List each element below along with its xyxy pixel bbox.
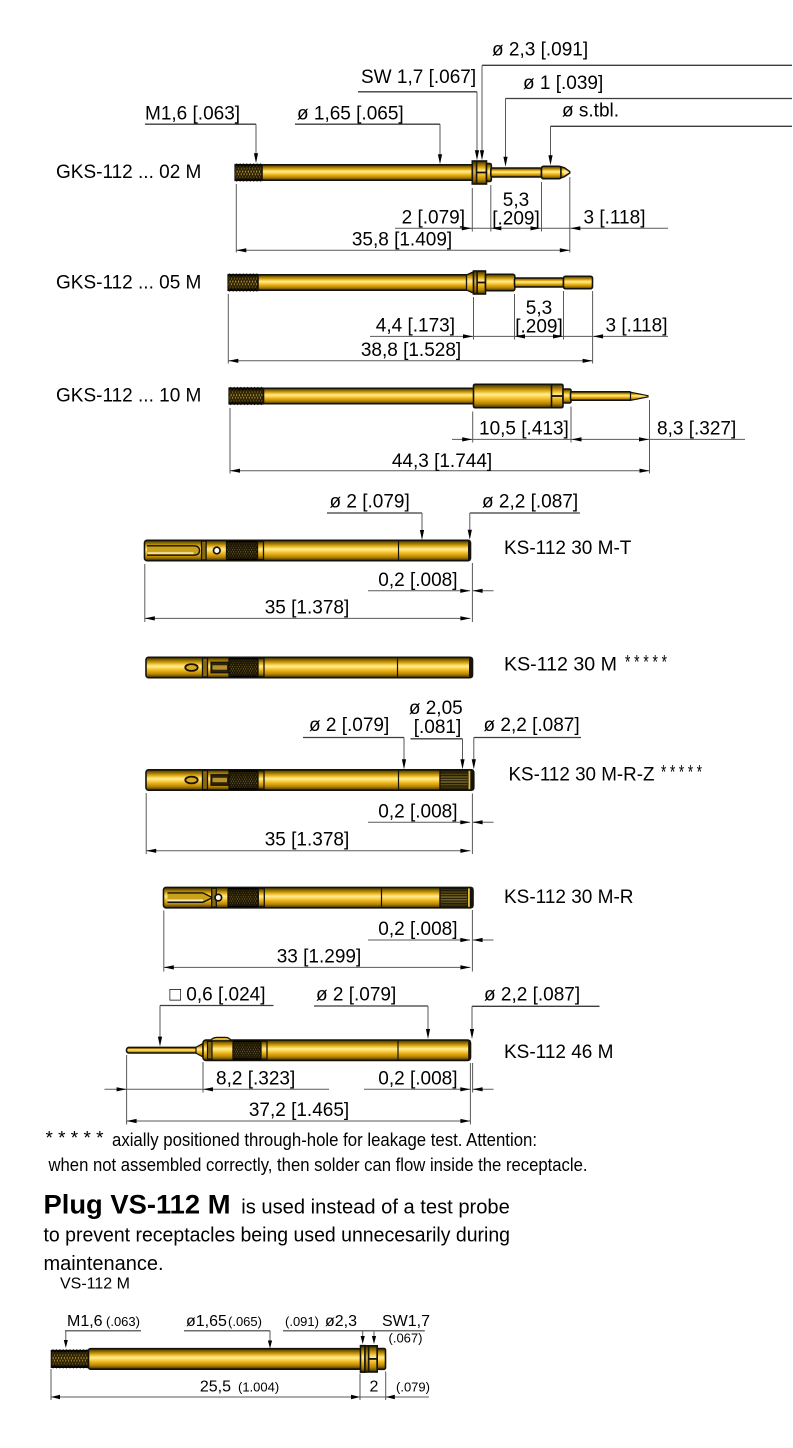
svg-text:5,3: 5,3 [526,298,552,319]
svg-text:8,3 [.327]: 8,3 [.327] [657,419,736,440]
svg-text:0,2 [.008]: 0,2 [.008] [378,801,457,822]
svg-text:M1,6 [.063]: M1,6 [.063] [145,104,240,125]
svg-text:(.063): (.063) [106,1314,140,1329]
svg-text:33 [1.299]: 33 [1.299] [277,947,362,968]
svg-text:0,2 [.008]: 0,2 [.008] [378,919,457,940]
svg-text:M1,6: M1,6 [67,1313,103,1330]
svg-text:ø s.tbl.: ø s.tbl. [562,101,619,122]
svg-text:KS-112 30 M-R: KS-112 30 M-R [504,887,634,908]
svg-text:ø 2 [.079]: ø 2 [.079] [330,492,410,513]
svg-text:axially positioned through-hol: axially positioned through-hole for leak… [112,1129,537,1150]
svg-text:KS-112 30 M: KS-112 30 M [504,655,617,676]
svg-text:ø 2,05: ø 2,05 [409,698,463,719]
svg-text:0,2 [.008]: 0,2 [.008] [378,570,457,591]
svg-text:SW 1,7 [.067]: SW 1,7 [.067] [361,67,476,88]
svg-text:□ 0,6 [.024]: □ 0,6 [.024] [170,985,266,1006]
svg-text:Plug VS-112 M: Plug VS-112 M [44,1189,231,1219]
svg-text:[.209]: [.209] [492,209,540,230]
svg-text:when not assembled correctly,: when not assembled correctly, then solde… [48,1154,588,1175]
svg-text:GKS-112 ... 10 M: GKS-112 ... 10 M [56,386,201,407]
svg-text:2: 2 [370,1379,379,1396]
svg-text:ø 2 [.079]: ø 2 [.079] [316,985,396,1006]
svg-text:* * * * *: * * * * * [661,763,702,784]
svg-text:* * * * *: * * * * * [46,1127,104,1148]
svg-text:ø 2,2 [.087]: ø 2,2 [.087] [482,492,578,513]
svg-text:[.081]: [.081] [414,717,462,738]
svg-text:0,2 [.008]: 0,2 [.008] [378,1068,457,1089]
svg-text:* * * * *: * * * * * [625,653,667,674]
svg-text:ø 2,3 [.091]: ø 2,3 [.091] [492,40,588,61]
svg-text:5,3: 5,3 [503,190,529,211]
svg-text:2 [.079]: 2 [.079] [402,208,465,229]
svg-text:KS-112 30 M-T: KS-112 30 M-T [504,538,632,559]
svg-text:maintenance.: maintenance. [44,1253,164,1275]
svg-text:ø 2 [.079]: ø 2 [.079] [309,715,389,736]
svg-text:4,4 [.173]: 4,4 [.173] [376,316,455,337]
svg-text:(.067): (.067) [389,1331,423,1346]
svg-text:GKS-112 ... 02 M: GKS-112 ... 02 M [56,162,201,183]
svg-text:(1.004): (1.004) [238,1380,279,1395]
svg-text:is used instead of a test prob: is used instead of a test probe [241,1196,510,1218]
svg-text:ø1,65: ø1,65 [186,1313,227,1330]
svg-text:VS-112 M: VS-112 M [60,1275,130,1292]
svg-text:GKS-112 ... 05 M: GKS-112 ... 05 M [56,273,201,294]
svg-text:35 [1.378]: 35 [1.378] [265,830,350,851]
svg-text:KS-112 30 M-R-Z: KS-112 30 M-R-Z [509,765,655,786]
svg-text:3 [.118]: 3 [.118] [606,316,668,337]
svg-text:35,8 [1.409]: 35,8 [1.409] [352,230,452,251]
svg-text:35 [1.378]: 35 [1.378] [265,598,350,619]
svg-text:37,2 [1.465]: 37,2 [1.465] [249,1100,349,1121]
svg-text:ø 1,65 [.065]: ø 1,65 [.065] [297,104,404,125]
svg-text:[.209]: [.209] [515,317,563,338]
svg-text:ø2,3: ø2,3 [325,1313,357,1330]
svg-text:25,5: 25,5 [200,1379,231,1396]
svg-text:44,3 [1.744]: 44,3 [1.744] [392,451,492,472]
svg-text:ø 2,2 [.087]: ø 2,2 [.087] [484,985,580,1006]
svg-text:(.079): (.079) [396,1380,430,1395]
svg-text:to prevent receptacles being u: to prevent receptacles being used unnece… [44,1225,511,1247]
svg-text:ø 2,2 [.087]: ø 2,2 [.087] [484,715,580,736]
svg-text:SW1,7: SW1,7 [382,1313,430,1330]
svg-text:10,5 [.413]: 10,5 [.413] [479,419,569,440]
svg-text:8,2 [.323]: 8,2 [.323] [216,1068,295,1089]
svg-text:3 [.118]: 3 [.118] [584,208,646,229]
svg-text:38,8 [1.528]: 38,8 [1.528] [361,340,461,361]
svg-text:KS-112 46 M: KS-112 46 M [504,1042,613,1063]
svg-text:(.065): (.065) [228,1314,262,1329]
svg-text:ø 1 [.039]: ø 1 [.039] [523,73,603,94]
svg-text:(.091): (.091) [285,1314,319,1329]
